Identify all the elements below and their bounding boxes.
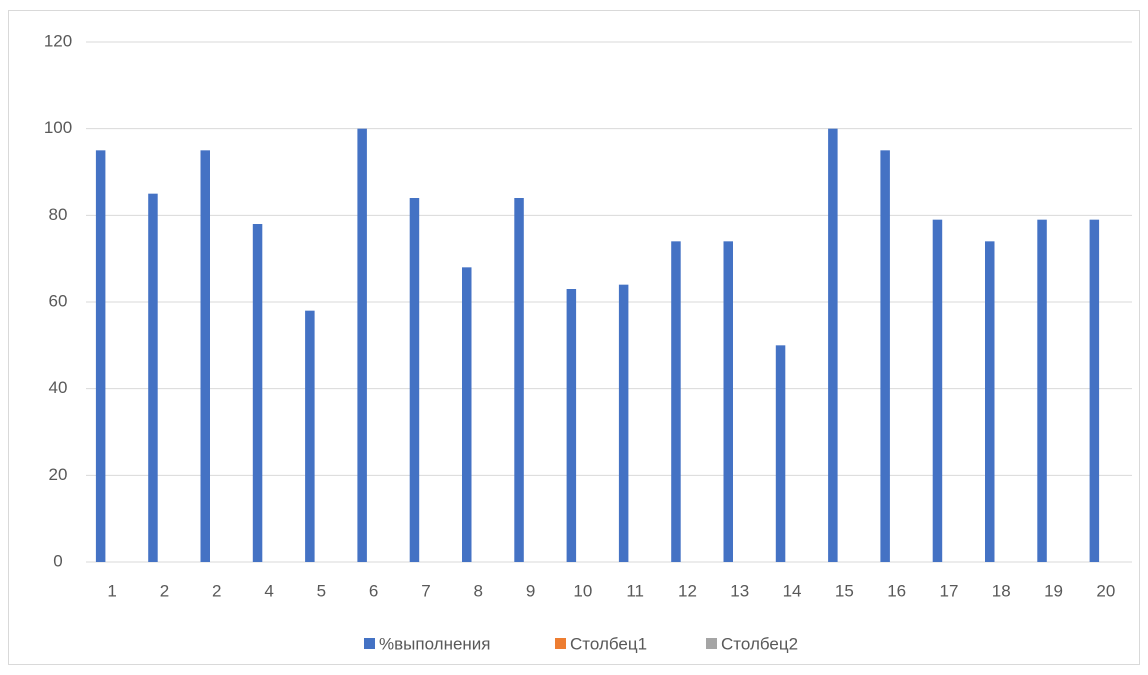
bar [985,241,995,563]
x-tick-label: 17 [939,581,958,600]
legend-label: Столбец1 [570,634,647,653]
bar [148,193,158,562]
y-tick-label: 40 [49,378,68,397]
y-tick-label: 80 [49,205,68,224]
x-tick-label: 15 [835,581,854,600]
bar [1037,219,1047,562]
bar [514,198,524,562]
y-tick-label: 60 [49,291,68,310]
bar [880,150,890,563]
x-tick-label: 19 [1044,581,1063,600]
x-tick-label: 9 [526,581,535,600]
y-tick-label: 100 [44,118,72,137]
x-tick-label: 5 [317,581,326,600]
bar [671,241,681,563]
y-tick-label: 0 [53,551,62,570]
x-tick-label: 10 [573,581,592,600]
x-tick-label: 2 [160,581,169,600]
bar [775,345,786,562]
y-tick-label: 20 [49,465,68,484]
bar [95,150,106,563]
bar [828,128,838,562]
x-tick-label: 8 [474,581,483,600]
bar [409,198,420,562]
bar [932,219,943,562]
bar [723,241,733,563]
y-tick-label: 120 [44,31,72,50]
x-tick-label: 20 [1096,581,1115,600]
bar [200,150,210,563]
bar [357,128,367,562]
legend-label: Столбец2 [721,634,798,653]
x-tick-label: 14 [783,581,802,600]
bar [1089,219,1100,562]
x-tick-label: 6 [369,581,378,600]
x-tick-label: 11 [626,581,644,600]
x-tick-label: 7 [421,581,430,600]
x-tick-label: 1 [107,581,116,600]
bar [305,310,315,562]
x-tick-label: 12 [678,581,697,600]
bar [252,224,263,562]
bar [462,267,472,562]
legend-swatch [364,638,375,649]
x-tick-label: 18 [992,581,1011,600]
legend-label: %выполнения [379,634,491,653]
legend-swatch [706,638,717,649]
bar [618,284,629,562]
legend-swatch [555,638,566,649]
x-tick-label: 16 [887,581,906,600]
x-tick-label: 4 [264,581,273,600]
x-tick-label: 13 [730,581,749,600]
bar [566,289,577,562]
x-tick-label: 2 [212,581,221,600]
